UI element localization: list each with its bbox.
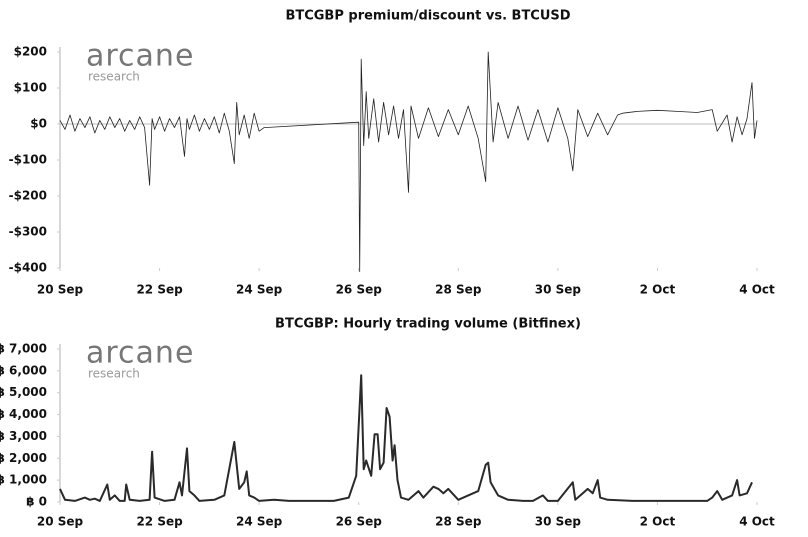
y-tick-label: ฿ 5,000 [0, 385, 47, 399]
y-tick-label: -$400 [9, 261, 47, 275]
y-tick-label: ฿ 1,000 [0, 473, 47, 487]
x-tick-label: 24 Sep [236, 283, 283, 297]
x-tick-label: 2 Oct [640, 283, 676, 297]
y-tick-label: -$100 [9, 153, 47, 167]
watermark: arcane [86, 39, 194, 74]
y-tick-label: -$300 [9, 225, 47, 239]
x-tick-label: 26 Sep [336, 283, 383, 297]
watermark: arcane [86, 336, 194, 371]
watermark-sub: research [88, 367, 140, 381]
x-tick-label: 4 Oct [739, 283, 775, 297]
x-tick-label: 22 Sep [136, 283, 183, 297]
watermark-sub: research [88, 70, 140, 84]
x-tick-label: 20 Sep [37, 283, 84, 297]
y-tick-label: $200 [14, 45, 47, 59]
x-tick-label: 4 Oct [739, 515, 775, 529]
x-tick-label: 20 Sep [37, 515, 84, 529]
y-tick-label: ฿ 2,000 [0, 451, 47, 465]
y-tick-label: ฿ 7,000 [0, 342, 47, 356]
x-tick-label: 28 Sep [435, 515, 482, 529]
x-tick-label: 2 Oct [640, 515, 676, 529]
chart-title: BTCGBP: Hourly trading volume (Bitfinex) [275, 317, 581, 332]
y-tick-label: ฿ 6,000 [0, 363, 47, 377]
x-tick-label: 24 Sep [236, 515, 283, 529]
y-tick-label: ฿ 0 [26, 495, 47, 509]
x-tick-label: 30 Sep [535, 283, 582, 297]
y-tick-label: ฿ 3,000 [0, 429, 47, 443]
data-line [59, 374, 753, 502]
chart-title: BTCGBP premium/discount vs. BTCUSD [285, 9, 570, 24]
y-tick-label: $100 [14, 81, 47, 95]
x-tick-label: 28 Sep [435, 283, 482, 297]
y-tick-label: $0 [30, 117, 47, 131]
x-tick-label: 26 Sep [336, 515, 383, 529]
y-tick-label: ฿ 4,000 [0, 407, 47, 421]
x-tick-label: 30 Sep [535, 515, 582, 529]
y-tick-label: -$200 [9, 189, 47, 203]
data-line [59, 51, 758, 272]
x-tick-label: 22 Sep [136, 515, 183, 529]
